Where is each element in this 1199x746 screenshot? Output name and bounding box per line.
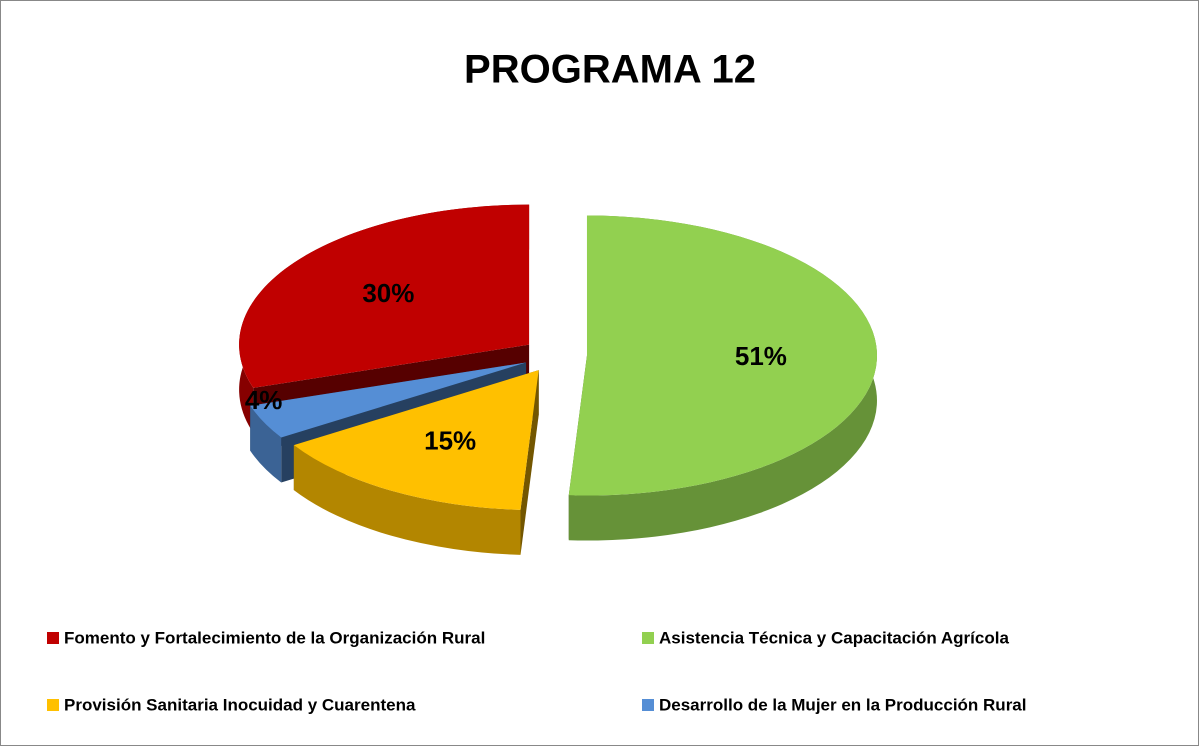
legend-label: Fomento y Fortalecimiento de la Organiza… (64, 628, 485, 647)
legend-swatch (47, 699, 59, 711)
chart-title: PROGRAMA 12 (464, 48, 756, 92)
slice (239, 204, 530, 388)
legend-swatch (47, 632, 59, 644)
slice (293, 370, 539, 510)
data-label: 15% (424, 425, 476, 455)
legend-label: Desarrollo de la Mujer en la Producción … (659, 695, 1026, 714)
slice-wall (293, 445, 521, 555)
legend-label: Asistencia Técnica y Capacitación Agríco… (659, 628, 1009, 647)
data-label: 51% (735, 341, 787, 371)
slice-wall (250, 405, 282, 483)
legend-label: Provisión Sanitaria Inocuidad y Cuarente… (64, 695, 416, 714)
legend-swatch (642, 699, 654, 711)
legend-swatch (642, 632, 654, 644)
slice-side (250, 362, 527, 451)
slice (250, 362, 527, 438)
slice (568, 215, 877, 496)
data-label: 4% (245, 385, 283, 415)
data-label: 30% (362, 278, 414, 308)
